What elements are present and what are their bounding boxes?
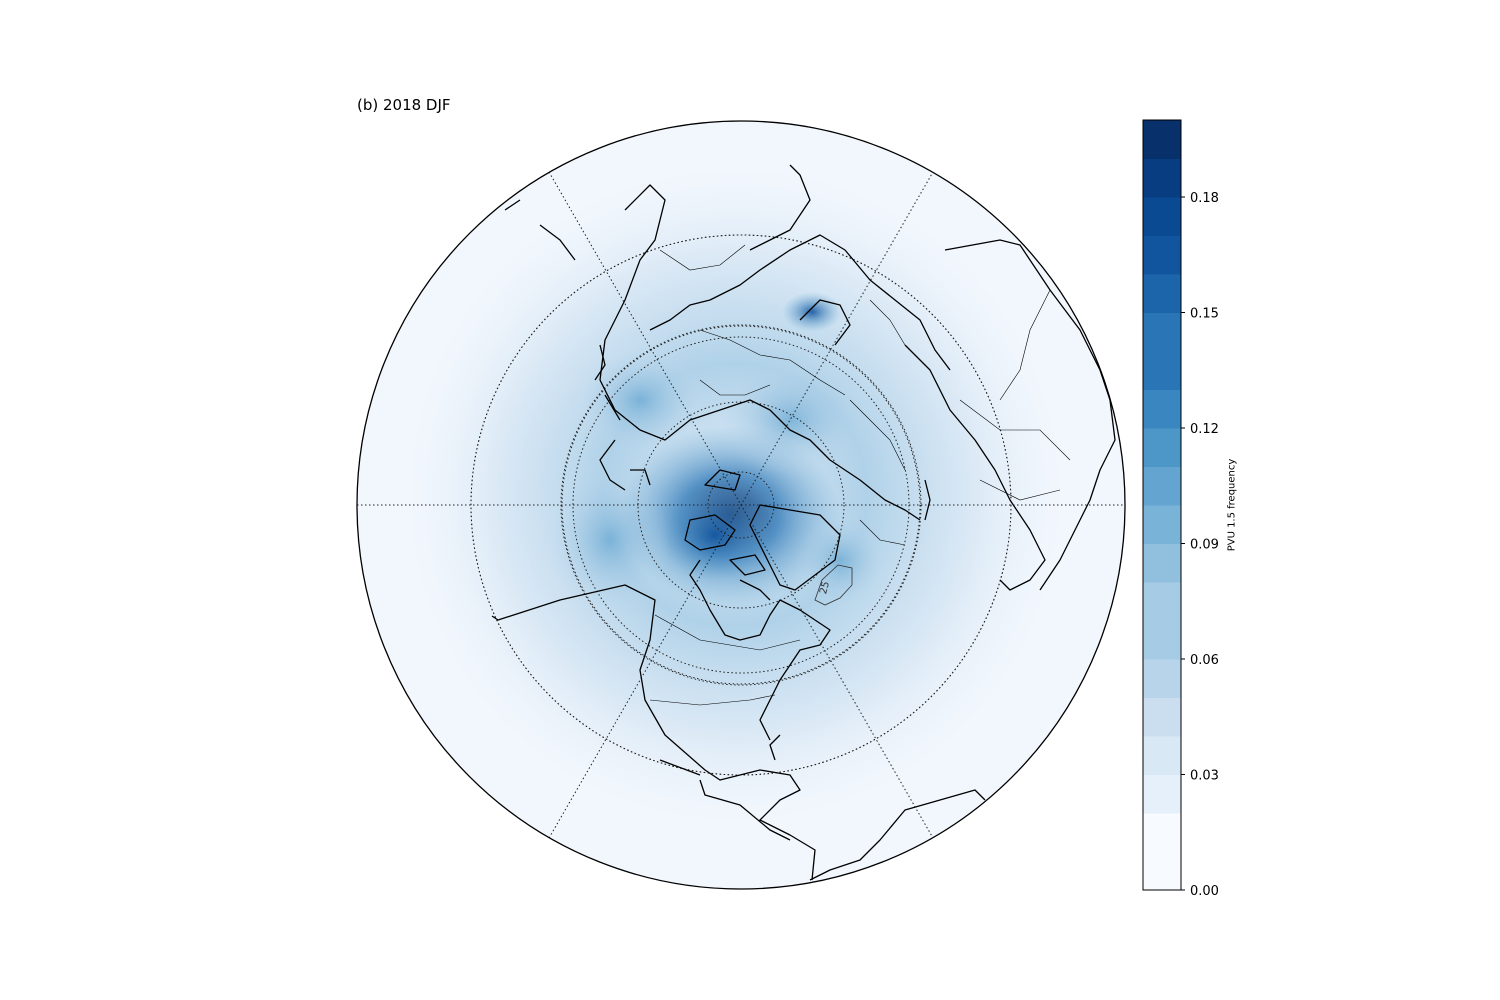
frequency-blob-1 (782, 292, 842, 332)
colorbar-band (1143, 428, 1181, 467)
colorbar-band (1143, 813, 1181, 852)
frequency-blob-2 (550, 470, 670, 610)
colorbar-band (1143, 197, 1181, 236)
colorbar-bands (1143, 120, 1181, 891)
graticule-outer (470, 234, 1012, 776)
latitude-circle-40 (561, 325, 921, 685)
colorbar-band (1143, 505, 1181, 544)
colorbar-band (1143, 582, 1181, 621)
colorbar-band (1143, 120, 1181, 159)
colorbar-tick-label: 0.06 (1190, 653, 1219, 668)
coastline-japan (504, 199, 651, 486)
colorbar-tick-label: 0.12 (1190, 422, 1219, 437)
coastline-arctic-islands (684, 469, 766, 576)
coastline-south-america (809, 789, 986, 881)
colorbar-band (1143, 543, 1181, 583)
colorbar-label: PVU 1.5 frequency (1226, 458, 1238, 552)
colorbar-band (1143, 851, 1181, 891)
colorbar-band (1143, 736, 1181, 775)
colorbar-tick-label: 0.18 (1190, 191, 1219, 206)
colorbar-band (1143, 697, 1181, 737)
colorbar-tick-label: 0.15 (1190, 307, 1219, 322)
coastline-greenland (749, 504, 841, 591)
colorbar-band (1143, 312, 1181, 352)
colorbar-tick-label: 0.03 (1190, 769, 1219, 784)
colorbar-band (1143, 659, 1181, 698)
colorbar-band (1143, 274, 1181, 313)
colorbar-band (1143, 466, 1181, 506)
coastline-eurasia (599, 184, 951, 521)
frequency-blob-3 (720, 365, 860, 475)
colorbar-band (1143, 389, 1181, 429)
colorbar-band (1143, 351, 1181, 390)
frequency-high-core-2 (660, 490, 770, 580)
latitude-circle-70 (637, 401, 845, 609)
coastline-scandinavia (749, 164, 851, 346)
colorbar-ticks: 0.00 0.03 0.06 0.09 0.12 0.15 0.18 (1181, 191, 1219, 899)
coastline-hudson (689, 559, 831, 741)
colorbar-tick-label: 0.09 (1190, 538, 1219, 553)
frequency-blob-5 (795, 515, 885, 605)
country-borders (649, 244, 1071, 706)
map-outline (356, 120, 1126, 890)
meridian-120 (548, 171, 934, 839)
contour-label: 25 (818, 580, 832, 595)
colorbar-frame (1142, 119, 1182, 891)
frequency-blob-4 (580, 350, 700, 450)
polar-map: 25 (356, 120, 1126, 890)
contour-line: 25 (814, 564, 853, 606)
colorbar-band (1143, 235, 1181, 275)
coastline-north-america (491, 584, 816, 881)
panel-title: (b) 2018 DJF (357, 96, 451, 114)
colorbar: 0.00 0.03 0.06 0.09 0.12 0.15 0.18 (1142, 119, 1219, 899)
coastlines (491, 164, 1116, 881)
colorbar-band (1143, 620, 1181, 660)
colorbar-tick-label: 0.00 (1190, 884, 1219, 899)
colorbar-band (1143, 158, 1181, 198)
colorbar-band (1143, 774, 1181, 814)
